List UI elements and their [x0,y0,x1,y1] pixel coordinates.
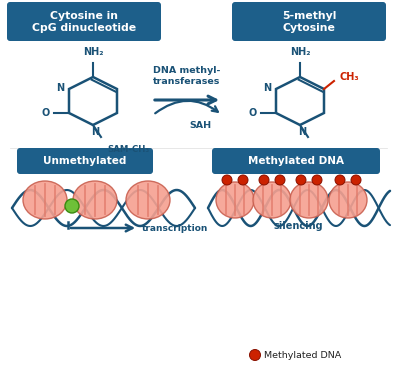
Text: SAM-CH₃: SAM-CH₃ [107,145,149,154]
Circle shape [259,175,269,185]
FancyBboxPatch shape [212,148,380,174]
Circle shape [238,175,248,185]
Ellipse shape [329,182,367,218]
Ellipse shape [253,182,291,218]
FancyBboxPatch shape [232,2,386,41]
Text: CH₃: CH₃ [340,72,360,82]
Text: N: N [263,83,271,93]
Text: DNA methyl-
transferases: DNA methyl- transferases [153,66,221,86]
Circle shape [351,175,361,185]
Text: Cytosine in
CpG dinucleotide: Cytosine in CpG dinucleotide [32,11,136,33]
FancyArrowPatch shape [155,101,218,113]
Ellipse shape [290,182,328,218]
Text: transcription: transcription [142,224,208,232]
Text: Unmethylated: Unmethylated [43,156,127,166]
Text: N: N [298,127,306,137]
Circle shape [222,175,232,185]
Text: O: O [249,108,257,118]
Text: NH₂: NH₂ [83,47,103,57]
Text: 5-methyl
Cytosine: 5-methyl Cytosine [282,11,336,33]
Circle shape [296,175,306,185]
FancyBboxPatch shape [17,148,153,174]
Ellipse shape [216,182,254,218]
Text: silencing: silencing [273,221,323,231]
Ellipse shape [23,181,67,219]
Circle shape [249,350,260,360]
Text: N: N [91,127,99,137]
Ellipse shape [126,181,170,219]
Text: N: N [56,83,64,93]
Circle shape [275,175,285,185]
Text: SAH: SAH [189,121,211,129]
Circle shape [335,175,345,185]
Text: Methylated DNA: Methylated DNA [248,156,344,166]
Circle shape [65,199,79,213]
Ellipse shape [73,181,117,219]
FancyBboxPatch shape [7,2,161,41]
Circle shape [312,175,322,185]
Text: O: O [42,108,50,118]
Text: Methylated DNA: Methylated DNA [264,350,341,360]
Text: NH₂: NH₂ [290,47,310,57]
